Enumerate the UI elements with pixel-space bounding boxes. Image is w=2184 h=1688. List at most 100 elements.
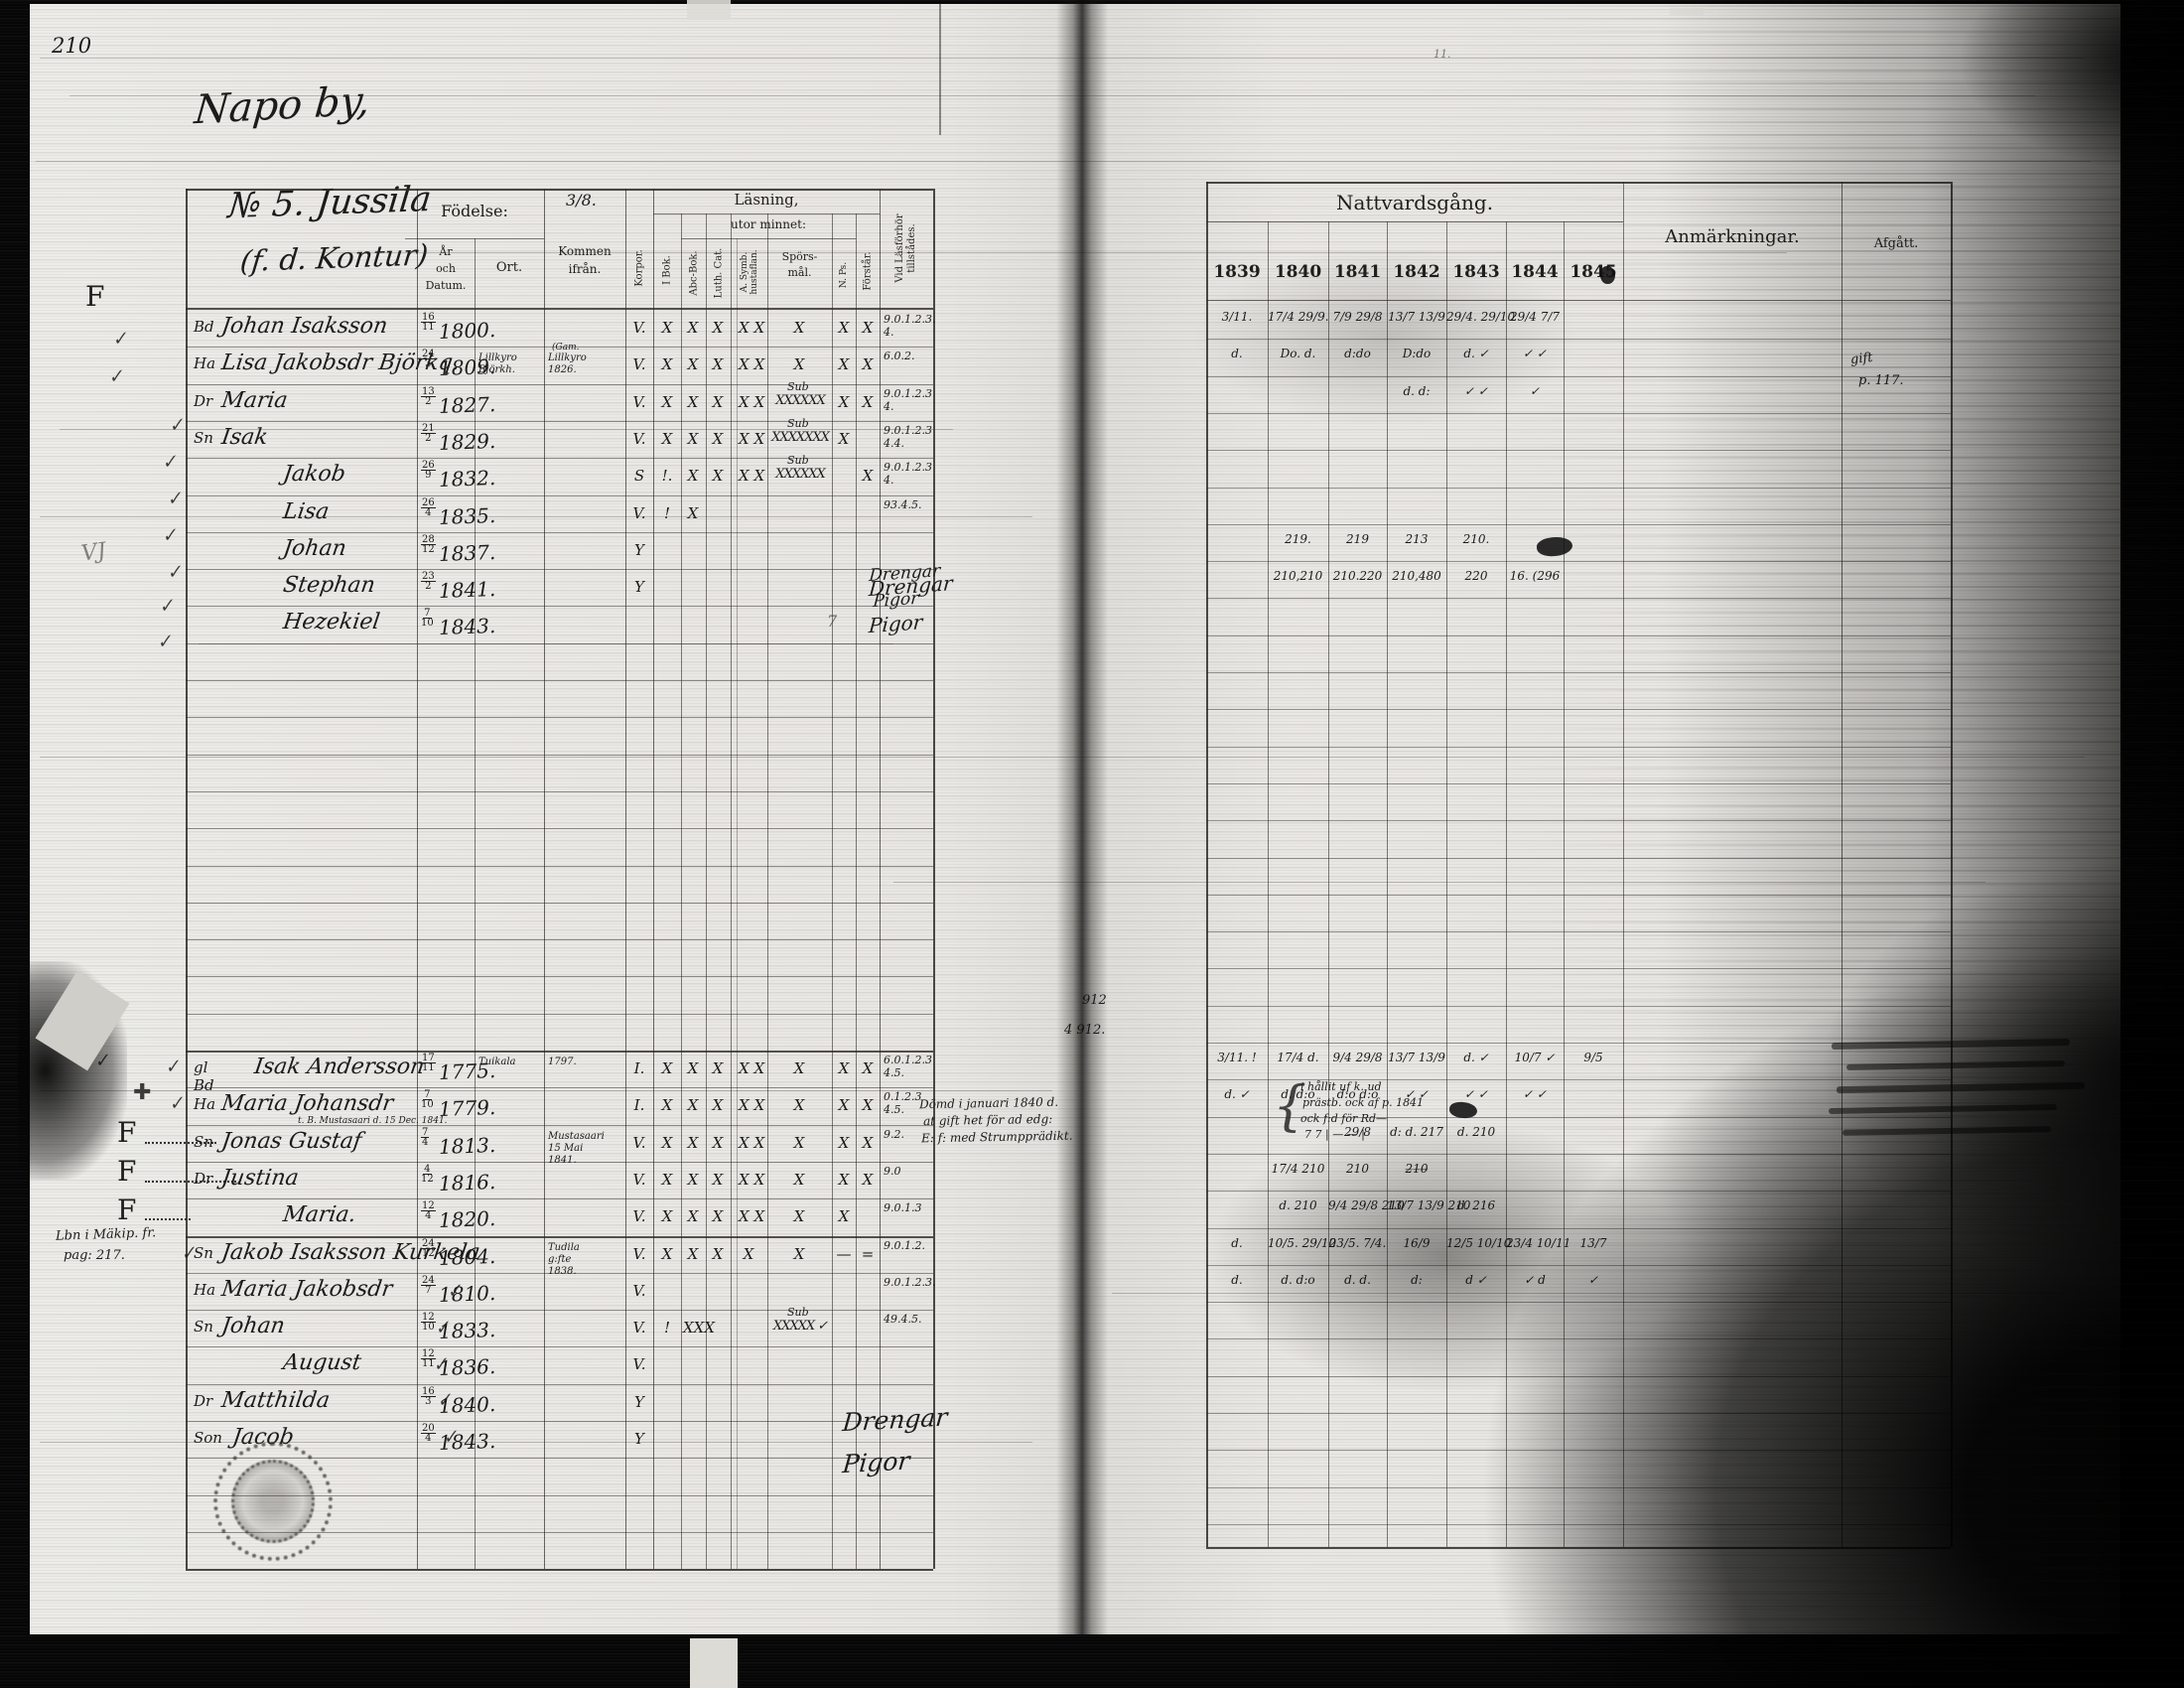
- birth-date: 28 12: [421, 534, 436, 554]
- reading-mark: X: [687, 1133, 699, 1152]
- communion-entry: d: d. 217: [1390, 1124, 1443, 1139]
- reading-mark: X: [661, 1059, 673, 1077]
- reading-mark: X: [712, 1244, 724, 1263]
- remarks-header: Anmärkningar.: [1665, 226, 1800, 247]
- grid-line: [186, 495, 933, 496]
- year-label: 1839: [1213, 262, 1261, 282]
- communion-header: Nattvardsgång.: [1335, 191, 1494, 214]
- fold-crease: [939, 4, 941, 135]
- reading-mark: X: [687, 429, 699, 448]
- reading-mark: X: [838, 1059, 850, 1077]
- grid-line: [1206, 376, 1951, 377]
- communion-entry: 210.220: [1332, 569, 1383, 584]
- farm-number-title: № 5. Jussila: [225, 179, 434, 227]
- year-label: 1841: [1333, 262, 1382, 282]
- margin-letter-f-3: F: [117, 1194, 137, 1226]
- exam-grades: 9.2.: [884, 1127, 904, 1141]
- reading-mark: V.: [632, 1244, 646, 1263]
- reading-mark: X: [687, 319, 699, 337]
- reading-mark: X: [793, 1207, 805, 1226]
- birth-date: 20 4: [421, 1424, 436, 1444]
- communion-entry: d.: [1231, 1235, 1243, 1250]
- grid-line: [186, 866, 933, 867]
- grid-line: [1206, 747, 1951, 748]
- grid-line: [186, 1569, 933, 1571]
- communion-entry: 23/5. 7/4.: [1328, 1235, 1387, 1250]
- reading-mark: X: [661, 355, 673, 374]
- person-name: Matthilda: [219, 1387, 332, 1413]
- relation-prefix: Sn: [194, 428, 213, 447]
- grid-line: [1206, 1006, 1951, 1007]
- reading-mark: X: [793, 1059, 805, 1077]
- grid-line: [186, 939, 933, 940]
- bottom-tab: [690, 1638, 738, 1688]
- communion-entry: 17/4 210: [1271, 1161, 1325, 1176]
- sub-annotation: Sub: [787, 416, 809, 430]
- exam-admitted-header: Vid Läsförhör tillstådes.: [894, 213, 917, 283]
- grid-line: [1446, 221, 1447, 1547]
- grid-line: [1206, 1079, 1951, 1080]
- reading-mark: X: [793, 1244, 805, 1263]
- remark-left-line-2: at gift het för ad edg:: [922, 1111, 1053, 1129]
- grid-line: [880, 189, 881, 1569]
- grid-line: [1206, 858, 1951, 859]
- birth-month: 3: [425, 1395, 432, 1407]
- scan-streak: [40, 1090, 1052, 1091]
- grid-line: [1206, 182, 1208, 1547]
- reading-mark: X: [838, 1133, 850, 1152]
- reading-mark: X X: [739, 429, 765, 448]
- grid-line: [1206, 895, 1951, 896]
- grid-line: [1206, 783, 1951, 784]
- communion-entry: d. ✓: [1224, 1087, 1250, 1102]
- grid-line: [1206, 1524, 1951, 1525]
- birth-day: 24: [421, 1237, 436, 1249]
- exam-grades: 9.0.1.2.3 4.: [884, 461, 932, 488]
- grid-line: [1206, 931, 1951, 932]
- grid-line: [1387, 221, 1388, 1547]
- communion-entry: d. ✓: [1463, 1051, 1489, 1064]
- reading-mark: Y: [634, 1392, 644, 1411]
- reading-mark: Y: [634, 540, 644, 559]
- birth-month: 12: [421, 1173, 434, 1185]
- reading-mark: X: [712, 1207, 724, 1226]
- person-name: Maria.: [281, 1202, 358, 1228]
- birth-year: 1829.: [438, 428, 496, 455]
- grid-line: [1206, 221, 1623, 222]
- reading-mark: X: [838, 429, 850, 448]
- grid-line: [1206, 561, 1951, 562]
- grid-line: [186, 1051, 933, 1053]
- grid-line: [1206, 598, 1951, 599]
- birth-month: 3: [425, 358, 432, 370]
- grid-line: [1623, 182, 1624, 1547]
- grid-line: [1206, 1302, 1951, 1303]
- grid-line: [405, 238, 544, 239]
- birth-year: 1841.: [438, 577, 496, 604]
- grid-line: [731, 213, 732, 1569]
- communion-entry: d. ✓: [1463, 347, 1489, 361]
- luther-catechism-header: Luth. Cat.: [713, 247, 725, 299]
- exam-grades: 0.1.2.3 4.5.: [884, 1090, 922, 1117]
- reading-mark: V.: [632, 1281, 646, 1300]
- reading-mark: —: [836, 1244, 852, 1263]
- grid-line: [417, 189, 418, 1569]
- grid-line: [1206, 488, 1951, 489]
- communion-entry: 17/4 d.: [1277, 1051, 1319, 1064]
- grid-line: [1206, 1338, 1951, 1339]
- scan-streak: [40, 757, 2085, 758]
- birth-month: 2: [425, 432, 432, 444]
- village-title: Napo by,: [192, 77, 372, 134]
- abc-book-header: Abc-Bok.: [688, 250, 700, 296]
- birth-year: 1820.: [438, 1206, 496, 1233]
- reading-mark: X: [793, 319, 805, 337]
- birth-date: 26 9: [421, 461, 436, 481]
- exam-note-script: Pigor: [868, 610, 924, 638]
- exam-grades: 9.0: [884, 1164, 901, 1178]
- grid-line: [186, 828, 933, 829]
- grid-line: [186, 1198, 933, 1199]
- communion-entry: d:o d:o: [1336, 1087, 1379, 1102]
- reading-mark: V.: [632, 355, 646, 374]
- reading-mark: X: [862, 1170, 874, 1189]
- reading-mark: Y: [634, 1430, 644, 1448]
- reading-mark: X: [838, 1207, 850, 1226]
- relation-prefix: Dr: [194, 1169, 213, 1188]
